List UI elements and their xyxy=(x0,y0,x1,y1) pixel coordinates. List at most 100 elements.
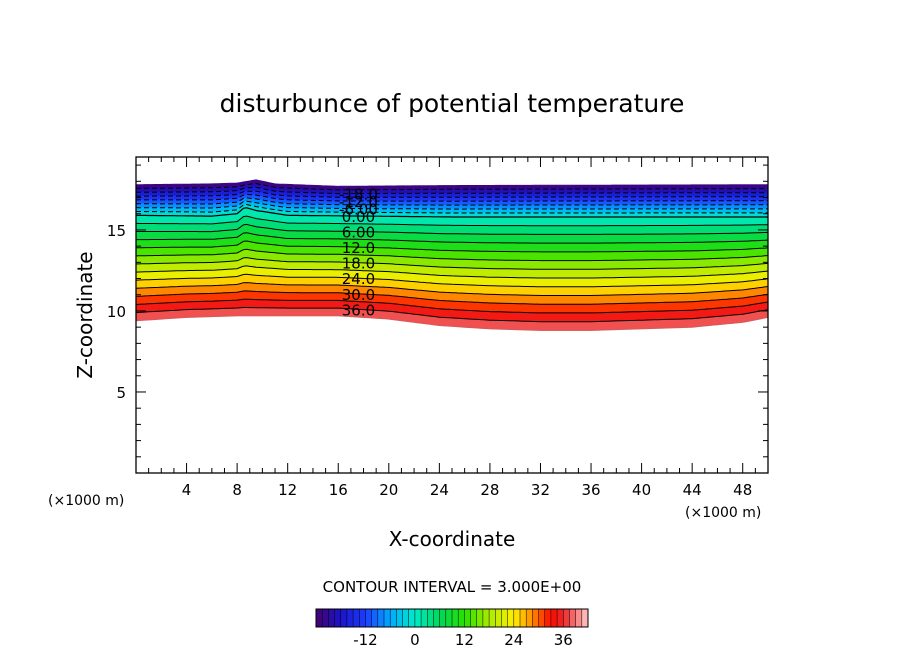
colorbar-segment xyxy=(563,609,570,627)
contour-line xyxy=(136,197,768,206)
colorbar-segment xyxy=(421,609,428,627)
colorbar-segment xyxy=(445,609,453,627)
colorbar-tick-label: 12 xyxy=(455,631,474,649)
colorbar-segment xyxy=(464,609,471,627)
colorbar-segment xyxy=(513,609,521,627)
colorbar-segment xyxy=(532,609,539,627)
x-axis-unit: (×1000 m) xyxy=(685,505,761,521)
colorbar-segment xyxy=(538,609,546,627)
contour-label: 12.0 xyxy=(342,239,375,257)
contour-line xyxy=(136,232,768,244)
contour-line xyxy=(136,200,768,210)
contour-label: 0.00 xyxy=(342,208,375,226)
colorbar-segment xyxy=(520,609,527,627)
colorbar-segment xyxy=(439,609,447,627)
colorbar-segment xyxy=(482,609,490,627)
colorbar-tick-label: 36 xyxy=(554,631,573,649)
contour-line xyxy=(136,265,768,279)
contour-line xyxy=(136,207,768,218)
contour-line xyxy=(136,190,768,198)
contour-line xyxy=(136,182,768,191)
x-axis-label: X-coordinate xyxy=(389,527,516,551)
x-tick-label: 40 xyxy=(632,481,651,499)
colorbar-segment xyxy=(346,609,354,627)
contour-line xyxy=(136,315,768,331)
colorbar-segment xyxy=(470,609,478,627)
contour-label: 24.0 xyxy=(342,270,375,288)
x-tick-label: 12 xyxy=(278,481,297,499)
colorbar-segment xyxy=(526,609,533,627)
axis-ticks xyxy=(136,157,768,473)
contour-line xyxy=(136,307,768,323)
colorbar-tick-label: -12 xyxy=(353,631,378,649)
x-tick-label: 20 xyxy=(379,481,398,499)
colorbar-segment xyxy=(476,609,484,627)
contour-label: -6.00 xyxy=(339,201,378,219)
colorbar-segment xyxy=(507,609,515,627)
colorbar-segment xyxy=(402,609,410,627)
contour-line xyxy=(136,203,768,214)
chart-title: disturbunce of potential temperature xyxy=(220,89,685,118)
colorbar-segment xyxy=(458,609,465,627)
contour-label: 6.00 xyxy=(342,224,375,242)
contour-line xyxy=(136,223,768,235)
colorbar-segment xyxy=(581,609,589,627)
colorbar-segment xyxy=(396,609,403,627)
contour-line xyxy=(136,290,768,305)
colorbar-segment xyxy=(414,609,422,627)
colorbar-segment xyxy=(359,609,366,627)
contour-label: -12.0 xyxy=(339,193,378,211)
colorbar-tick-label: 24 xyxy=(504,631,523,649)
colorbar xyxy=(315,608,589,628)
contour-line xyxy=(136,186,768,195)
colorbar-segment xyxy=(365,609,372,627)
colorbar-segment xyxy=(557,609,564,627)
colorbar-segment xyxy=(334,609,342,627)
colorbar-segment xyxy=(452,609,459,627)
y-axis-label: Z-coordinate xyxy=(73,251,97,378)
x-tick-label: 32 xyxy=(531,481,550,499)
colorbar-segment xyxy=(550,609,558,627)
colorbar-segment xyxy=(495,609,502,627)
contour-line xyxy=(136,248,768,262)
y-tick-label: 5 xyxy=(116,384,126,402)
x-tick-label: 8 xyxy=(232,481,242,499)
colorbar-tick-labels: -12 0 12 24 36 xyxy=(353,631,573,649)
colorbar-segment xyxy=(390,609,397,627)
contour-label: 18.0 xyxy=(342,255,375,273)
y-axis-unit: (×1000 m) xyxy=(48,493,124,509)
colorbar-frame xyxy=(315,608,589,628)
contour-line xyxy=(136,273,768,288)
contour-interval-label: CONTOUR INTERVAL = 3.000E+00 xyxy=(323,578,582,596)
contour-line xyxy=(136,257,768,270)
x-tick-label: 44 xyxy=(683,481,702,499)
contour-line xyxy=(136,240,768,253)
colorbar-segment xyxy=(569,609,576,627)
colorbar-segment xyxy=(377,609,385,627)
colorbar-segment xyxy=(384,609,391,627)
colorbar-segment xyxy=(501,609,508,627)
colorbar-segment xyxy=(575,609,583,627)
contour-line xyxy=(136,282,768,296)
colorbar-segment xyxy=(322,609,329,627)
contour-labels: -18.0-12.0-6.000.006.0012.018.024.030.03… xyxy=(339,186,378,320)
x-tick-label: 4 xyxy=(182,481,192,499)
contour-label: 36.0 xyxy=(342,301,375,319)
colorbar-segment xyxy=(340,609,348,627)
colorbar-segment xyxy=(489,609,496,627)
contour-label: 30.0 xyxy=(342,286,375,304)
colorbar-segment xyxy=(353,609,360,627)
colorbar-segment xyxy=(427,609,434,627)
colorbar-segment xyxy=(328,609,335,627)
colorbar-segment xyxy=(544,609,552,627)
x-tick-label: 24 xyxy=(430,481,449,499)
contour-line xyxy=(136,215,768,227)
y-tick-label: 10 xyxy=(107,303,126,321)
contour-line xyxy=(136,298,768,314)
x-tick-label: 16 xyxy=(329,481,348,499)
colorbar-tick-label: 0 xyxy=(410,631,420,649)
colorbar-segment xyxy=(408,609,416,627)
contour-line xyxy=(136,193,768,202)
